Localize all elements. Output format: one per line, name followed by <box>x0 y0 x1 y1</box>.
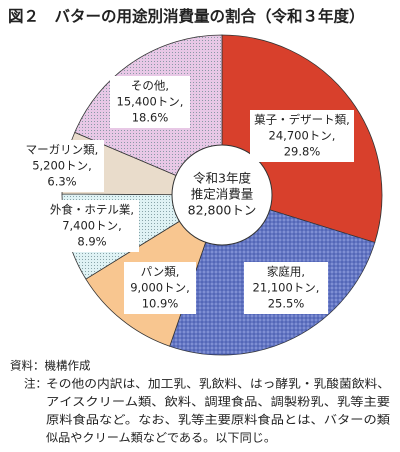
center-circle <box>171 144 273 246</box>
slice-label: パン類, <box>141 265 180 279</box>
note-line: アイスクリーム類、飲料、調理食品、調製粉乳、乳等主要 <box>46 395 390 409</box>
slice-label: 8.9% <box>77 235 106 249</box>
slice-label: 29.8% <box>284 145 321 159</box>
slice-label: 15,400トン, <box>117 95 184 109</box>
slice-label: マーガリン類, <box>26 143 99 157</box>
note-line: 似品やクリーム類などである。以下同じ。 <box>46 431 276 445</box>
slice-label: 21,100トン, <box>253 281 320 295</box>
label-box <box>244 262 328 314</box>
chart-title: 図２ バターの用途別消費量の割合（令和３年度） <box>8 7 365 26</box>
slice-label: 9,000トン, <box>130 281 190 295</box>
slice-label: 24,700トン, <box>269 129 336 143</box>
slice-label: 5,200トン, <box>32 159 92 173</box>
label-box <box>124 262 196 314</box>
center-label: 令和3年度 <box>193 171 251 186</box>
label-box <box>45 200 139 252</box>
center-label: 推定消費量 <box>191 187 254 202</box>
slice-label: 外食・ホテル業, <box>50 203 134 217</box>
slice-label: 6.3% <box>47 175 76 189</box>
slice-label: 菓子・デザート類, <box>254 113 350 127</box>
slice-label: 10.9% <box>142 297 179 311</box>
note-line: その他の内訳は、加工乳、乳飲料、はっ酵乳・乳酸菌飲料、 <box>46 377 390 391</box>
slice-label: 18.6% <box>132 111 169 125</box>
note-head: 注： <box>24 377 47 391</box>
label-box <box>20 140 104 192</box>
note-line: 原料食品など。なお、乳等主要原料食品とは、バターの類 <box>46 413 391 427</box>
slice-label: その他, <box>131 79 169 93</box>
slice-label: 家庭用, <box>267 265 305 279</box>
center-label: 82,800トン <box>188 203 257 218</box>
slice-label: 25.5% <box>268 297 305 311</box>
source: 資料：機構作成 <box>10 359 91 373</box>
label-box <box>110 76 190 128</box>
slice-label: 7,400トン, <box>62 219 122 233</box>
label-box <box>250 110 354 162</box>
